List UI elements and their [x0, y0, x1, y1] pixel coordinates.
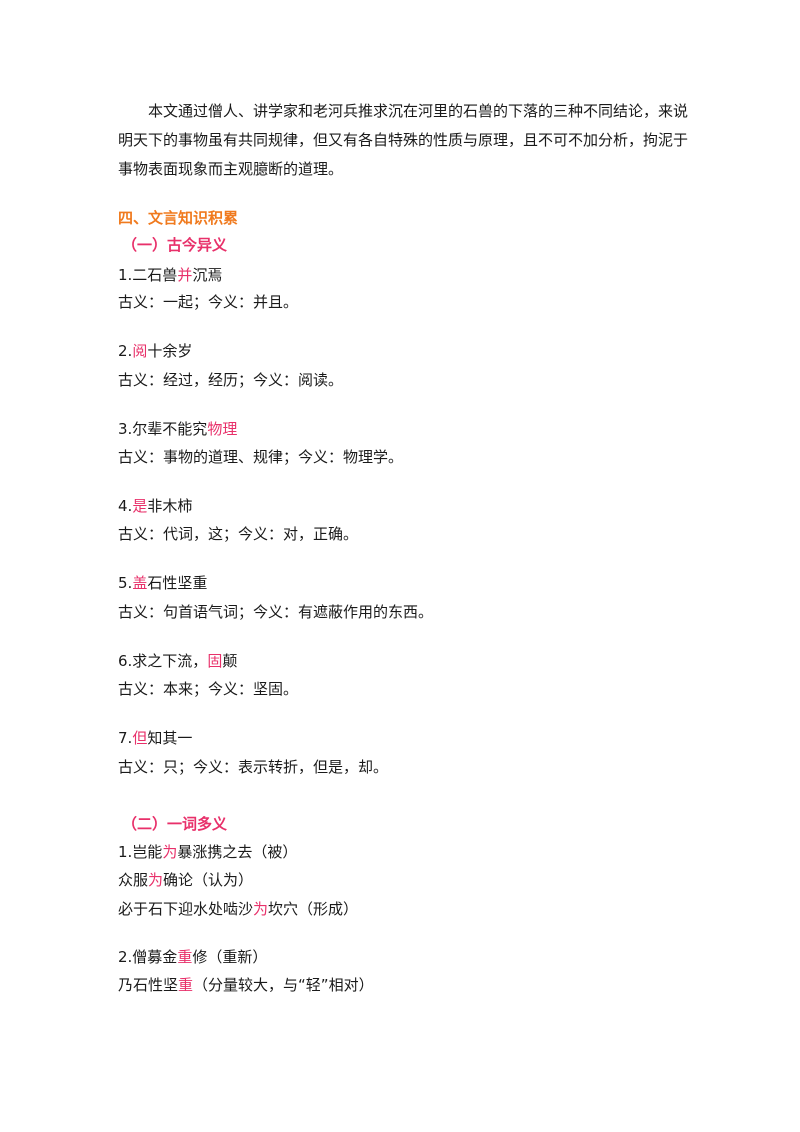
polysemy-line-2: 众服为确论（认为）: [118, 871, 254, 889]
term-line-6: 6.求之下流，固颠: [118, 652, 238, 670]
meaning-line-1: 古义：一起；今义：并且。: [118, 293, 299, 311]
highlighted-word: 是: [132, 497, 148, 515]
intro-paragraph: 本文通过僧人、讲学家和老河兵推求沉在河里的石兽的下落的三种不同结论，来说明天下的…: [118, 102, 689, 178]
meaning-line-5: 古义：句首语气词；今义：有遮蔽作用的东西。: [118, 603, 434, 621]
highlighted-word: 为: [162, 843, 178, 861]
highlighted-word: 但: [132, 729, 148, 747]
term-line-5: 5.盖石性坚重: [118, 574, 208, 592]
section-title: 四、文言知识积累: [118, 209, 239, 227]
highlighted-word: 重: [178, 976, 194, 994]
highlighted-word: 为: [148, 871, 164, 889]
highlighted-word: 盖: [132, 574, 148, 592]
highlighted-word: 物理: [207, 420, 238, 438]
term-line-7: 7.但知其一: [118, 729, 193, 747]
polysemy-line-1: 1.岂能为暴涨携之去（被）: [118, 843, 298, 861]
term-line-4: 4.是非木柿: [118, 497, 193, 515]
subsection-title-2: （二）一词多义: [122, 815, 228, 833]
meaning-line-2: 古义：经过，经历；今义：阅读。: [118, 371, 344, 389]
highlighted-word: 固: [207, 652, 223, 670]
subsection-title-1: （一）古今异义: [122, 236, 228, 254]
highlighted-word: 并: [177, 266, 193, 284]
highlighted-word: 阅: [132, 342, 148, 360]
polysemy-line-3: 必于石下迎水处啮沙为坎穴（形成）: [118, 900, 359, 918]
meaning-line-4: 古义：代词，这；今义：对，正确。: [118, 525, 359, 543]
meaning-line-3: 古义：事物的道理、规律；今义：物理学。: [118, 448, 404, 466]
term-line-3: 3.尔辈不能究物理: [118, 420, 238, 438]
highlighted-word: 为: [253, 900, 269, 918]
highlighted-word: 重: [177, 948, 193, 966]
meaning-line-6: 古义：本来；今义：坚固。: [118, 680, 299, 698]
polysemy-line-5: 乃石性坚重（分量较大，与“轻”相对）: [118, 976, 374, 994]
polysemy-line-4: 2.僧募金重修（重新）: [118, 948, 268, 966]
meaning-line-7: 古义：只；今义：表示转折，但是，却。: [118, 758, 389, 776]
term-line-1: 1.二石兽并沉焉: [118, 266, 223, 284]
term-line-2: 2.阅十余岁: [118, 342, 193, 360]
